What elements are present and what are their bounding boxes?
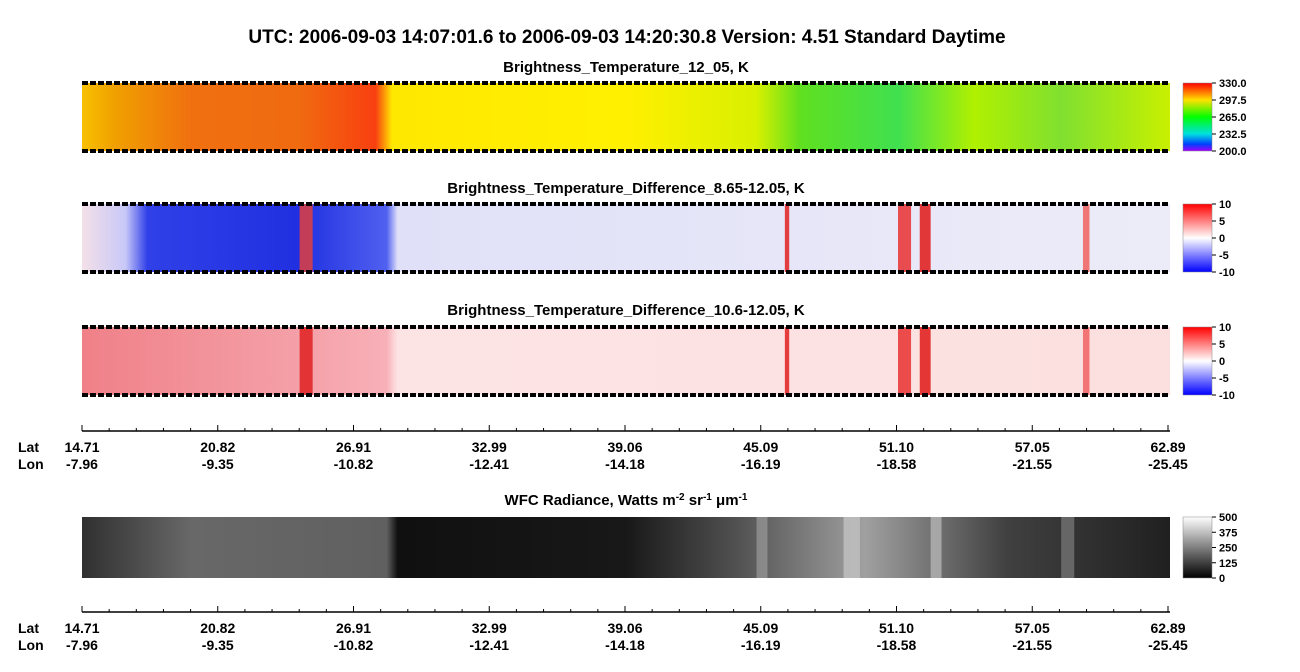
lat-label: 39.06 [607,439,642,455]
lat-label: 14.71 [64,620,99,636]
lat-label: 57.05 [1015,620,1050,636]
title-part: sr [685,492,704,509]
colorbar [1182,203,1213,273]
title-part: -1 [739,492,748,503]
image-stripe [919,204,931,272]
image-stripe [784,327,790,395]
lat-label: 20.82 [200,620,235,636]
lon-label: -16.19 [741,456,781,472]
image-stripe [1061,517,1075,578]
colorbar-label: 375 [1219,527,1237,539]
lat-label: 62.89 [1150,620,1185,636]
colorbar-label: 330.0 [1219,78,1247,90]
colorbar-label: 265.0 [1219,112,1247,124]
image-stripe [756,517,768,578]
lat-label: 26.91 [336,620,371,636]
title-part: WFC Radiance, Watts m [505,492,676,509]
colorbar-label: 297.5 [1219,95,1247,107]
lon-label: -16.19 [741,637,781,653]
image-stripe [919,327,931,395]
lat-label: 62.89 [1150,439,1185,455]
main-title: UTC: 2006-09-03 14:07:01.6 to 2006-09-03… [248,27,1005,48]
lon-label: -18.58 [877,637,917,653]
lat-label: 32.99 [472,620,507,636]
panel-title: Brightness_Temperature_12_05, K [503,59,749,76]
colorbar-label: 0 [1219,356,1225,368]
image-stripe [898,204,912,272]
lat-label: 14.71 [64,439,99,455]
image-panel [82,327,1170,395]
image-stripe [299,327,313,395]
lat-label: 51.10 [879,439,914,455]
lon-label: -18.58 [877,456,917,472]
lat-label: 39.06 [607,620,642,636]
colorbar-label: -10 [1219,390,1235,402]
lon-label: -10.82 [334,637,374,653]
title-part: -1 [703,492,712,503]
colorbar [1182,82,1213,152]
lat-label: 26.91 [336,439,371,455]
lon-label: -21.55 [1012,637,1052,653]
image-stripe [1082,327,1090,395]
lon-label: -9.35 [202,637,234,653]
colorbar-label: -10 [1219,267,1235,279]
colorbar-label: 250 [1219,543,1237,555]
lon-label: -12.41 [469,456,509,472]
row-label: Lat [18,439,39,455]
title-part: μm [712,492,739,509]
colorbar-label: 0 [1219,233,1225,245]
image-panel [82,204,1170,272]
colorbar [1182,516,1213,579]
panel-title: WFC Radiance, Watts m-2 sr-1 μm-1 [505,492,748,510]
colorbar-label: 0 [1219,573,1225,585]
colorbar-label: -5 [1219,373,1229,385]
colorbar-label: 500 [1219,512,1237,524]
colorbar-label: 125 [1219,558,1237,570]
image-panel [82,517,1170,578]
lat-label: 51.10 [879,620,914,636]
lat-label: 45.09 [743,439,778,455]
row-label: Lat [18,620,39,636]
colorbar [1182,326,1213,396]
image-stripe [898,327,912,395]
lat-label: 20.82 [200,439,235,455]
row-label: Lon [18,456,44,472]
image-stripe [299,204,313,272]
lon-label: -14.18 [605,456,645,472]
image-stripe [930,517,942,578]
image-stripe [1082,204,1090,272]
colorbar-label: 10 [1219,199,1231,211]
lon-label: -7.96 [66,637,98,653]
colorbar-label: -5 [1219,250,1229,262]
lat-label: 32.99 [472,439,507,455]
colorbar-label: 10 [1219,322,1231,334]
colorbar-label: 5 [1219,339,1225,351]
lon-label: -9.35 [202,456,234,472]
title-part: -2 [676,492,685,503]
row-label: Lon [18,637,44,653]
panel-title: Brightness_Temperature_Difference_8.65-1… [447,180,805,197]
lon-label: -25.45 [1148,456,1188,472]
image-panel [82,83,1170,151]
colorbar-label: 5 [1219,216,1225,228]
lon-label: -12.41 [469,637,509,653]
panel-title: Brightness_Temperature_Difference_10.6-1… [447,302,805,319]
lat-label: 57.05 [1015,439,1050,455]
lon-label: -14.18 [605,637,645,653]
colorbar-label: 232.5 [1219,129,1247,141]
lon-label: -21.55 [1012,456,1052,472]
lon-label: -10.82 [334,456,374,472]
image-stripe [843,517,860,578]
lon-label: -25.45 [1148,637,1188,653]
lat-label: 45.09 [743,620,778,636]
colorbar-label: 200.0 [1219,146,1247,158]
image-stripe [784,204,790,272]
lon-label: -7.96 [66,456,98,472]
